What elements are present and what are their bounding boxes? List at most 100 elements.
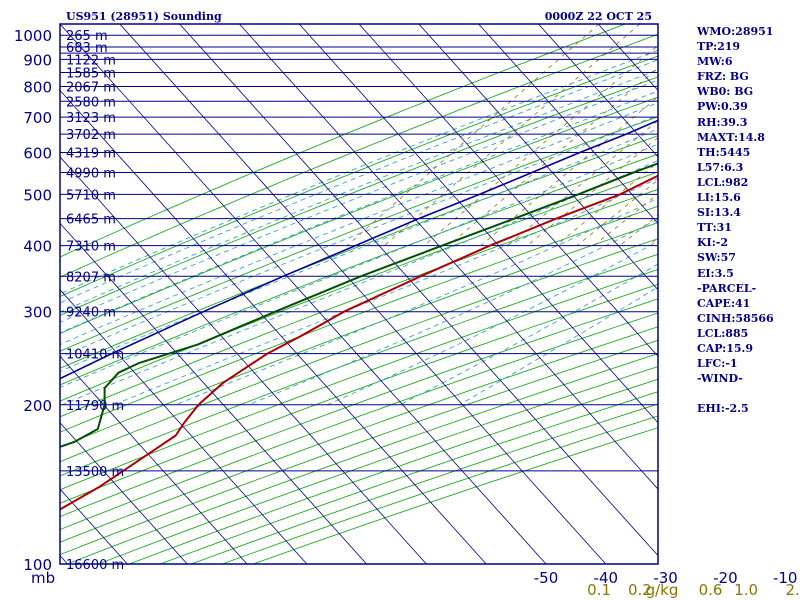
height-label: 1122 m [66, 53, 116, 68]
height-label: 2067 m [66, 81, 116, 96]
temperature-tick: -10 [773, 569, 798, 587]
moist-adiabat [60, 102, 658, 345]
height-label: 4990 m [66, 167, 116, 182]
temperature-tick: -50 [534, 569, 559, 587]
stat-item: CINH:58566 [697, 311, 774, 325]
mixing-ratio-label: 1.0 [734, 581, 758, 599]
dry-adiabat [98, 366, 658, 564]
stat-item: SI:13.4 [697, 206, 741, 220]
dry-adiabat [60, 326, 658, 543]
mixing-ratio-unit: g/kg [646, 581, 679, 599]
isotherm [60, 222, 367, 564]
pressure-label: 500 [23, 186, 52, 204]
dry-adiabat [60, 268, 658, 491]
height-label: 1585 m [66, 67, 116, 82]
isotherm [478, 24, 658, 224]
stat-item [697, 386, 774, 401]
dry-adiabat [60, 298, 658, 518]
moist-adiabat [60, 69, 658, 313]
chart-frame [59, 23, 659, 565]
stats-panel: WMO:28951 TP:219 MW:6 FRZ: BG WB0: BG PW:0.39… [697, 24, 774, 416]
mixing-ratio-line [346, 24, 600, 246]
height-label: 7310 m [66, 240, 116, 255]
isotherm [179, 24, 658, 557]
dewpoint-profile [60, 162, 658, 448]
isotherm [418, 24, 658, 291]
stat-item: RH:39.3 [697, 115, 748, 129]
mixing-ratio-line [507, 120, 658, 246]
temperature-tick: -30 [653, 569, 678, 587]
stat-item: WB0: BG [697, 85, 754, 99]
height-label: 11790 m [66, 399, 124, 414]
height-label: 683 m [66, 41, 108, 56]
temperature-tick: -20 [713, 569, 738, 587]
stat-item: MAXT:14.8 [697, 130, 765, 144]
height-label: 4319 m [66, 147, 116, 162]
mixing-ratio-label: 0.6 [699, 581, 723, 599]
dry-adiabat [60, 96, 658, 334]
isotherm [60, 24, 547, 564]
mixing-ratio-line [384, 24, 641, 246]
height-label: 10410 m [66, 348, 124, 363]
dry-adiabat [60, 188, 658, 418]
moist-adiabat [60, 143, 658, 388]
stat-item: -WIND- [697, 372, 743, 386]
pressure-label: 900 [23, 51, 52, 69]
dry-adiabat [60, 283, 658, 504]
pressure-unit-label: mb [31, 569, 55, 587]
stat-item: TP:219 [697, 40, 741, 54]
stat-item: -PARCEL- [697, 281, 757, 295]
mixing-ratio-label: 0.1 [587, 581, 611, 599]
stat-item: SW:57 [697, 251, 736, 265]
mixing-ratio-line [527, 137, 658, 246]
temperature-profile [60, 174, 658, 511]
stat-item: TH:5445 [697, 145, 751, 159]
temperature-tick: -40 [594, 569, 619, 587]
isotherm [60, 156, 427, 564]
dry-adiabat [60, 135, 658, 369]
dry-adiabat [60, 238, 658, 463]
isotherm [60, 422, 188, 564]
mixing-ratio-label: 2.0 [785, 581, 800, 599]
stat-item: LFC:-1 [697, 357, 738, 371]
dry-adiabat [60, 253, 658, 477]
height-label: 2580 m [66, 95, 116, 110]
dry-adiabat [60, 312, 658, 531]
isotherm [60, 355, 248, 564]
moist-adiabat [60, 59, 658, 304]
stat-item: CAPE:41 [697, 296, 751, 310]
dry-adiabat [60, 153, 658, 386]
sounding-time: 0000Z 22 OCT 25 [545, 10, 652, 23]
stat-item: MW:6 [697, 55, 733, 69]
pressure-label: 1000 [14, 27, 52, 45]
pressure-label: 200 [23, 397, 52, 415]
dry-adiabat [60, 171, 658, 402]
dry-adiabat [60, 116, 658, 352]
stat-item: LCL:885 [697, 326, 749, 340]
axis-labels: 0.10.20.61.02.03.05.010.020.040.0g/kg166… [14, 27, 800, 599]
pressure-label: 800 [23, 79, 52, 97]
stat-item: WMO:28951 [697, 25, 774, 38]
height-label: 8207 m [66, 270, 116, 285]
height-label: 16600 m [66, 558, 124, 573]
isotherm [60, 289, 308, 564]
moist-adiabat [60, 128, 658, 372]
mixing-ratio-line [423, 45, 658, 246]
isotherm [119, 24, 607, 564]
stat-item: LCL:982 [697, 175, 749, 189]
moist-adiabat [60, 79, 658, 323]
stat-item: PW:0.39 [697, 100, 748, 114]
moist-adiabat [113, 178, 658, 406]
pressure-label: 700 [23, 109, 52, 127]
dry-adiabat [60, 24, 626, 258]
mixing-ratio-line [448, 67, 658, 246]
isotherm [239, 24, 658, 490]
dry-adiabat [60, 76, 658, 316]
dry-adiabat [60, 339, 658, 556]
dry-adiabat [60, 205, 658, 433]
isotherm [298, 24, 658, 424]
isotherm [358, 24, 658, 357]
pressure-label: 300 [23, 304, 52, 322]
sounding-curves [60, 119, 658, 511]
